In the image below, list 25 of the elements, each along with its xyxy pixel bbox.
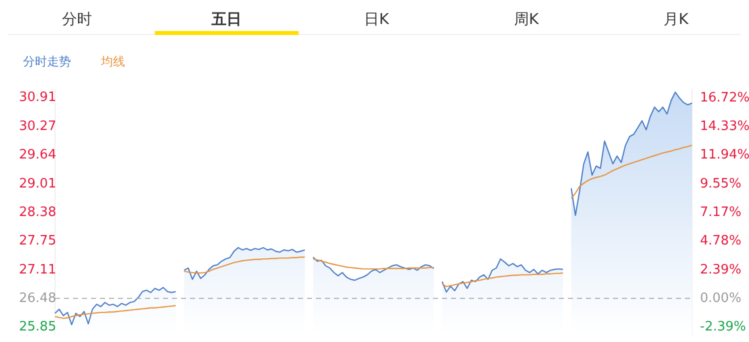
y-tick-label: 29.64	[19, 148, 56, 163]
text: 周K	[514, 10, 540, 28]
text: 五日	[210, 10, 242, 28]
text: 分时走势	[23, 54, 71, 68]
y-tick-label: 30.27	[19, 119, 56, 134]
y-tick-label: 27.11	[19, 262, 56, 278]
text: 均线	[100, 54, 125, 68]
y2-tick-label: 4.78%	[700, 234, 742, 249]
y2-tick-label: 9.55%	[700, 176, 742, 192]
y2-tick-label: 7.17%	[700, 204, 742, 220]
text: 月K	[664, 10, 690, 28]
y-tick-label: 28.38	[19, 204, 56, 220]
y2-tick-label: 0.00%	[700, 290, 742, 306]
y-tick-label: 26.48	[19, 290, 56, 306]
y2-tick-label: 16.72%	[700, 90, 749, 106]
y-tick-label: 25.85	[19, 319, 56, 334]
y2-tick-label: 14.33%	[700, 118, 749, 134]
y2-tick-label: -2.39%	[700, 320, 746, 335]
text: 日K	[364, 10, 390, 28]
y2-tick-label: 2.39%	[700, 262, 742, 278]
y2-tick-label: 11.94%	[700, 148, 749, 163]
y-tick-label: 27.75	[19, 233, 56, 248]
text: 分时	[62, 10, 92, 28]
y-tick-label: 30.91	[19, 90, 56, 106]
y-tick-label: 29.01	[19, 176, 56, 192]
